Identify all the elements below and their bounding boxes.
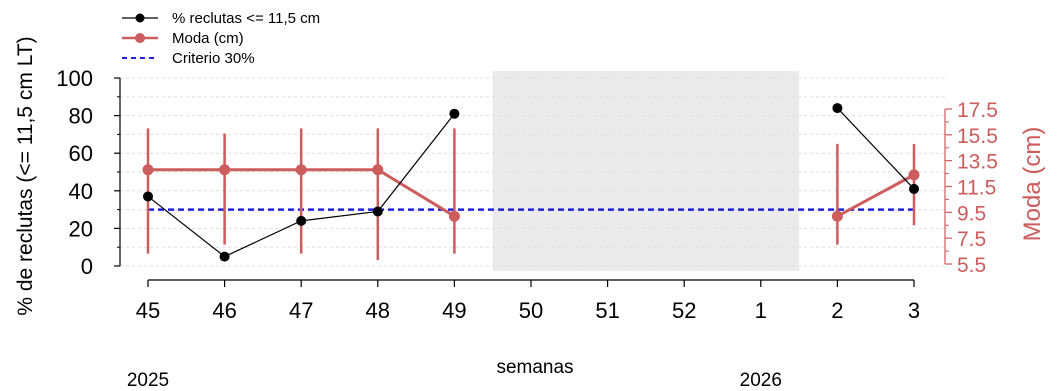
shaded-region bbox=[492, 71, 800, 271]
moda-point bbox=[448, 210, 460, 222]
y-axis-right-label: Moda (cm) bbox=[1019, 127, 1046, 242]
x-tick-label: 45 bbox=[136, 298, 160, 323]
x-tick-label: 2 bbox=[831, 298, 843, 323]
y-right-tick-label: 7.5 bbox=[957, 228, 986, 251]
x-axis-label: semanas bbox=[496, 357, 573, 378]
reclutas-point bbox=[832, 103, 843, 114]
y-tick-label: 80 bbox=[69, 104, 93, 129]
y-right-tick-label: 9.5 bbox=[957, 202, 986, 225]
legend: % reclutas <= 11,5 cm Moda (cm) Criterio 3… bbox=[122, 10, 320, 67]
y-tick-label: 0 bbox=[81, 254, 93, 279]
x-tick-label: 51 bbox=[595, 298, 619, 323]
shaded-region-rect bbox=[492, 71, 800, 271]
y-tick-label: 60 bbox=[69, 141, 93, 166]
legend-label: Criterio 30% bbox=[172, 50, 255, 67]
moda-point bbox=[908, 169, 920, 181]
x-tick-label: 3 bbox=[908, 298, 920, 323]
x-tick-label: 48 bbox=[366, 298, 390, 323]
legend-swatch-point bbox=[135, 33, 145, 43]
moda-point bbox=[219, 164, 231, 176]
moda-point bbox=[831, 210, 843, 222]
reclutas-point bbox=[219, 251, 230, 262]
legend-label: Moda (cm) bbox=[172, 30, 244, 47]
y-tick-label: 20 bbox=[69, 216, 93, 241]
reclutas-point bbox=[143, 191, 153, 202]
x-tick-label: 52 bbox=[672, 298, 696, 323]
moda-point bbox=[372, 164, 384, 176]
x-tick-label: 47 bbox=[289, 298, 313, 323]
reclutas-point bbox=[296, 215, 307, 226]
x-tick-label: 1 bbox=[755, 298, 767, 323]
moda-point bbox=[142, 164, 154, 176]
y-right-tick-label: 13.5 bbox=[957, 151, 998, 174]
y-tick-label: 100 bbox=[56, 66, 93, 91]
year-label: 2026 bbox=[740, 370, 782, 391]
y-right-tick-label: 17.5 bbox=[957, 99, 998, 122]
y-tick-label: 40 bbox=[69, 179, 93, 204]
series bbox=[142, 103, 920, 262]
y-right-tick-label: 15.5 bbox=[957, 125, 998, 148]
year-label: 2025 bbox=[127, 370, 169, 391]
x-tick-label: 49 bbox=[442, 298, 466, 323]
reclutas-point bbox=[449, 108, 460, 119]
moda-series-line bbox=[836, 173, 915, 218]
x-tick-label: 50 bbox=[519, 298, 543, 323]
x-tick-label: 46 bbox=[212, 298, 236, 323]
legend-swatch-point bbox=[135, 13, 145, 23]
legend-label: % reclutas <= 11,5 cm bbox=[172, 10, 320, 27]
moda-point bbox=[295, 164, 307, 176]
axes: 0 20 40 60 80 100 45 46 47 48 49 50 51 52 1 2 3 2025 2026 5… bbox=[56, 66, 998, 391]
reclutas-series-line bbox=[836, 107, 915, 190]
reclutas-point bbox=[372, 206, 383, 217]
y-right-tick-label: 11.5 bbox=[957, 177, 996, 200]
y-axis-label: % de reclutas (<= 11,5 cm LT) bbox=[14, 36, 37, 315]
reclutas-point bbox=[909, 183, 919, 194]
y-right-tick-label: 5.5 bbox=[957, 254, 986, 277]
